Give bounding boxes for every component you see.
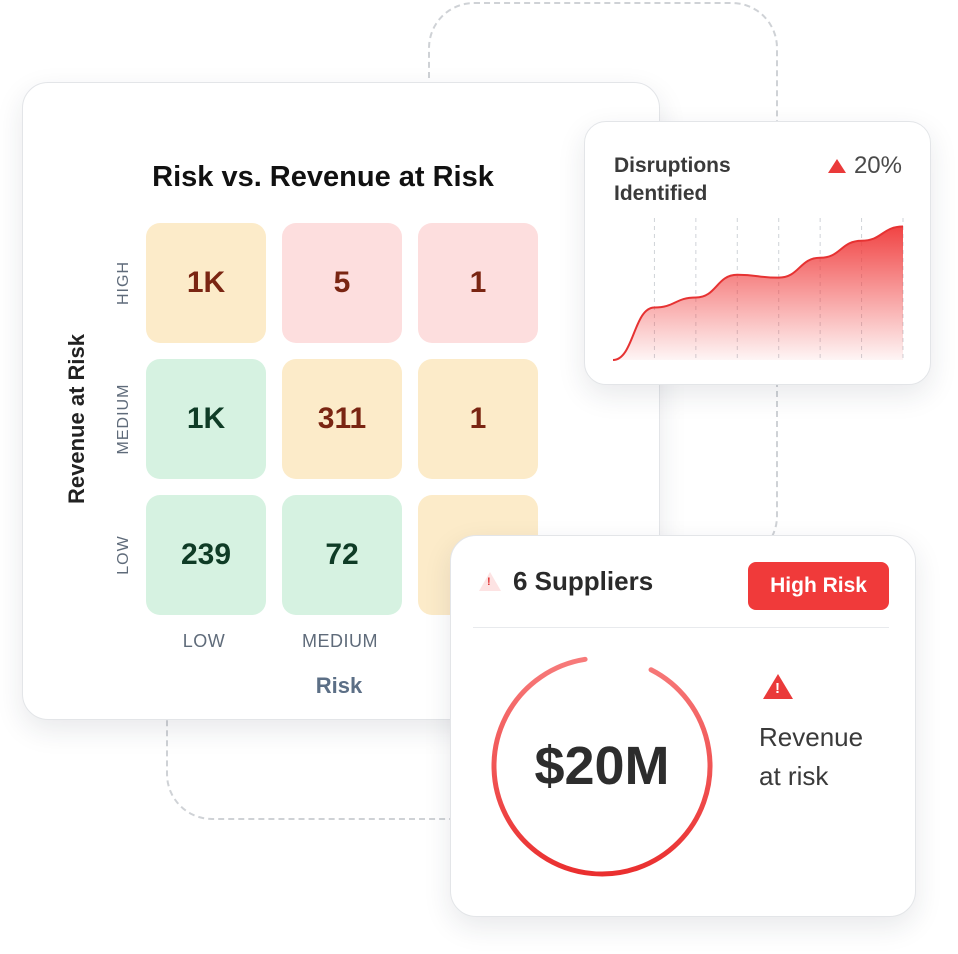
- suppliers-card: ! 6 Suppliers High Risk $20M ! Revenue a…: [450, 535, 916, 917]
- trend-line: [612, 225, 904, 361]
- disruptions-card: Disruptions Identified 20%: [584, 121, 931, 385]
- row-label-medium: MEDIUM: [115, 383, 132, 455]
- matrix-cell-high-medium[interactable]: 5: [282, 223, 402, 343]
- warning-icon: !: [479, 572, 501, 591]
- suppliers-header: ! 6 Suppliers: [479, 566, 653, 597]
- disruptions-title: Disruptions Identified: [614, 154, 731, 205]
- revenue-ring-gauge: [491, 656, 713, 877]
- col-label-medium: MEDIUM: [302, 631, 378, 651]
- col-label-low: LOW: [182, 631, 226, 651]
- x-axis-title: Risk: [315, 673, 363, 698]
- high-risk-badge[interactable]: High Risk: [748, 562, 889, 610]
- alert-icon: !: [763, 674, 793, 699]
- matrix-cell-medium-medium[interactable]: 311: [282, 359, 402, 479]
- revenue-label: Revenue at risk: [759, 722, 864, 791]
- divider: [473, 627, 889, 628]
- triangle-up-icon: [827, 159, 846, 173]
- y-axis-title: Revenue at Risk: [64, 334, 89, 504]
- matrix-cell-low-medium[interactable]: 72: [282, 495, 402, 615]
- disruptions-trend-chart: [612, 218, 904, 361]
- matrix-cell-high-low[interactable]: 1K: [146, 223, 266, 343]
- ring-arc: [491, 656, 713, 877]
- disruptions-change: 20%: [827, 152, 902, 180]
- revenue-value: $20M: [534, 736, 670, 796]
- matrix-title: Risk vs. Revenue at Risk: [152, 161, 494, 193]
- matrix-cell-medium-low[interactable]: 1K: [146, 359, 266, 479]
- suppliers-title: 6 Suppliers: [513, 566, 654, 596]
- disruptions-change-value: 20%: [853, 152, 902, 179]
- row-label-low: LOW: [115, 535, 132, 575]
- matrix-cell-medium-high[interactable]: 1: [418, 359, 538, 479]
- matrix-cell-low-low[interactable]: 239: [146, 495, 266, 615]
- matrix-cell-high-high[interactable]: 1: [418, 223, 538, 343]
- trend-area: [613, 226, 903, 360]
- row-label-high: HIGH: [115, 261, 132, 305]
